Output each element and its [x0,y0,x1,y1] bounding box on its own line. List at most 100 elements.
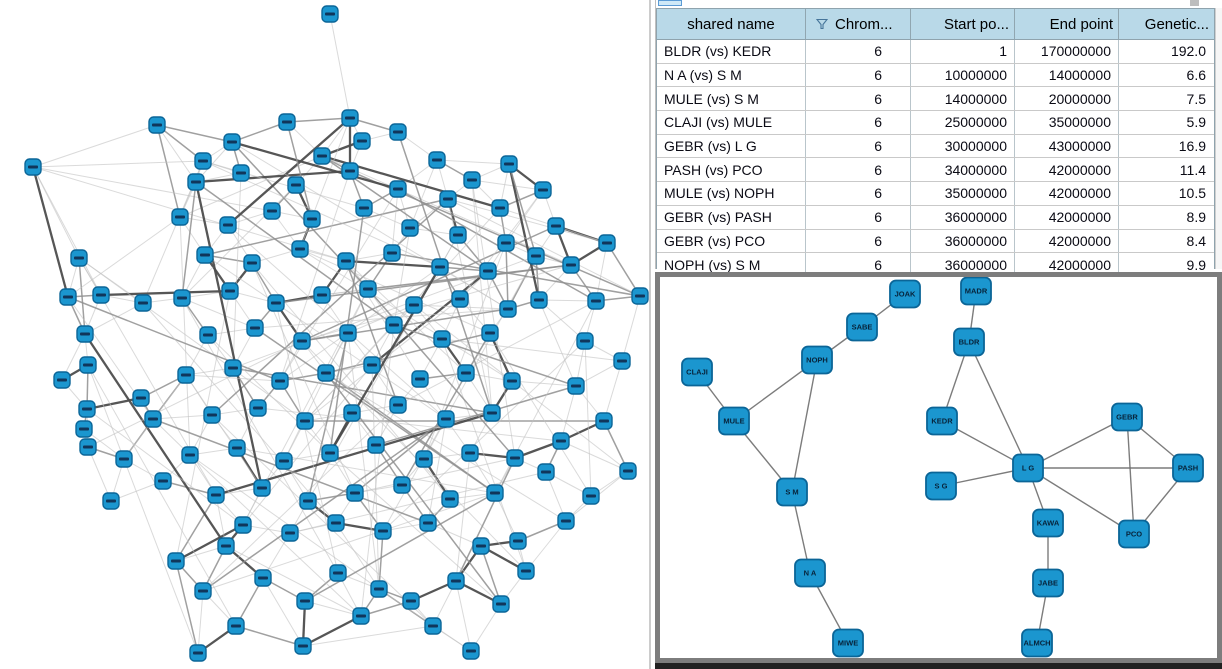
network-node[interactable] [281,524,299,542]
network-node[interactable] [267,294,285,312]
network-node[interactable] [389,396,407,414]
network-node[interactable] [293,332,311,350]
network-node[interactable] [428,151,446,169]
network-node[interactable] [171,208,189,226]
network-node[interactable] [530,291,548,309]
network-node[interactable] [249,399,267,417]
network-node[interactable] [296,592,314,610]
table-vertical-scrollbar[interactable] [1215,8,1222,269]
network-node[interactable] [287,176,305,194]
column-header-shared-name[interactable]: shared name [657,9,806,39]
network-node[interactable] [527,247,545,265]
column-header-end-point[interactable]: End point [1015,9,1119,39]
subnetwork-node-sg[interactable]: S G [925,471,957,501]
subnetwork-node-kedr[interactable]: KEDR [926,406,958,436]
network-node[interactable] [144,410,162,428]
network-node[interactable] [497,234,515,252]
network-node[interactable] [534,181,552,199]
network-node[interactable] [562,256,580,274]
main-network-canvas[interactable] [0,0,649,669]
network-node[interactable] [598,234,616,252]
column-header-start-point[interactable]: Start po... [911,9,1015,39]
network-node[interactable] [472,537,490,555]
subnetwork-view[interactable]: JOAK SABE NOPH CLAJI MULE MADR BLDR KEDR GEBR L G… [655,272,1222,663]
network-node[interactable] [500,155,518,173]
network-node[interactable] [355,199,373,217]
subnetwork-node-miwe[interactable]: MIWE [832,628,864,658]
network-node[interactable] [449,226,467,244]
subnetwork-node-noph[interactable]: NOPH [801,345,833,375]
network-node[interactable] [547,217,565,235]
network-node[interactable] [275,452,293,470]
network-node[interactable] [343,404,361,422]
network-node[interactable] [321,444,339,462]
network-node[interactable] [439,190,457,208]
network-node[interactable] [199,326,217,344]
network-node[interactable] [92,286,110,304]
table-row[interactable]: MULE (vs) S M 6 14000000 20000000 7.5 [657,87,1214,112]
subnetwork-node-gebr[interactable]: GEBR [1111,402,1143,432]
network-node[interactable] [263,202,281,220]
network-node[interactable] [441,490,459,508]
network-node[interactable] [557,512,575,530]
network-node[interactable] [102,492,120,510]
network-node[interactable] [177,366,195,384]
network-node[interactable] [509,532,527,550]
network-node[interactable] [217,537,235,555]
network-node[interactable] [451,290,469,308]
network-node[interactable] [76,325,94,343]
network-node[interactable] [194,582,212,600]
network-node[interactable] [415,450,433,468]
subnetwork-edge-NOPH-SM[interactable] [791,359,818,493]
network-node[interactable] [352,607,370,625]
network-node[interactable] [203,406,221,424]
subnetwork-node-na[interactable]: N A [794,558,826,588]
network-node[interactable] [479,262,497,280]
network-node[interactable] [181,446,199,464]
subnetwork-edge-LG-PCO[interactable] [1027,467,1135,535]
network-node[interactable] [402,592,420,610]
table-row[interactable]: BLDR (vs) KEDR 6 1 170000000 192.0 [657,40,1214,64]
network-node[interactable] [582,487,600,505]
network-node[interactable] [576,332,594,350]
network-node[interactable] [359,280,377,298]
network-node[interactable] [79,356,97,374]
network-node[interactable] [492,595,510,613]
network-node[interactable] [389,180,407,198]
subnetwork-node-mule[interactable]: MULE [718,406,750,436]
table-row[interactable]: N A (vs) S M 6 10000000 14000000 6.6 [657,63,1214,88]
network-node[interactable] [447,572,465,590]
network-node[interactable] [167,552,185,570]
network-node[interactable] [228,439,246,457]
network-node[interactable] [587,292,605,310]
network-node[interactable] [424,617,442,635]
network-node[interactable] [374,522,392,540]
network-node[interactable] [232,164,250,182]
network-node[interactable] [405,296,423,314]
network-node[interactable] [234,516,252,534]
network-node[interactable] [223,133,241,151]
subnetwork-canvas[interactable]: JOAK SABE NOPH CLAJI MULE MADR BLDR KEDR GEBR L G… [660,277,1217,658]
network-node[interactable] [385,316,403,334]
network-node[interactable] [461,444,479,462]
subnetwork-node-jabe[interactable]: JABE [1032,568,1064,598]
network-node[interactable] [499,300,517,318]
network-node[interactable] [132,389,150,407]
network-node[interactable] [503,372,521,390]
network-node[interactable] [134,294,152,312]
network-node[interactable] [148,116,166,134]
network-node[interactable] [517,562,535,580]
network-node[interactable] [317,364,335,382]
network-node[interactable] [411,370,429,388]
network-node[interactable] [303,210,321,228]
network-node[interactable] [367,436,385,454]
table-row[interactable]: GEBR (vs) PASH 6 36000000 42000000 8.9 [657,205,1214,230]
subnetwork-edge-GEBR-LG[interactable] [1027,416,1128,469]
network-node[interactable] [196,246,214,264]
network-node[interactable] [246,319,264,337]
table-horizontal-scrollbar[interactable] [656,0,1222,8]
subnetwork-node-pash[interactable]: PASH [1172,453,1204,483]
network-node[interactable] [389,123,407,141]
table-row[interactable]: GEBR (vs) PCO 6 36000000 42000000 8.4 [657,229,1214,254]
network-node[interactable] [79,438,97,456]
